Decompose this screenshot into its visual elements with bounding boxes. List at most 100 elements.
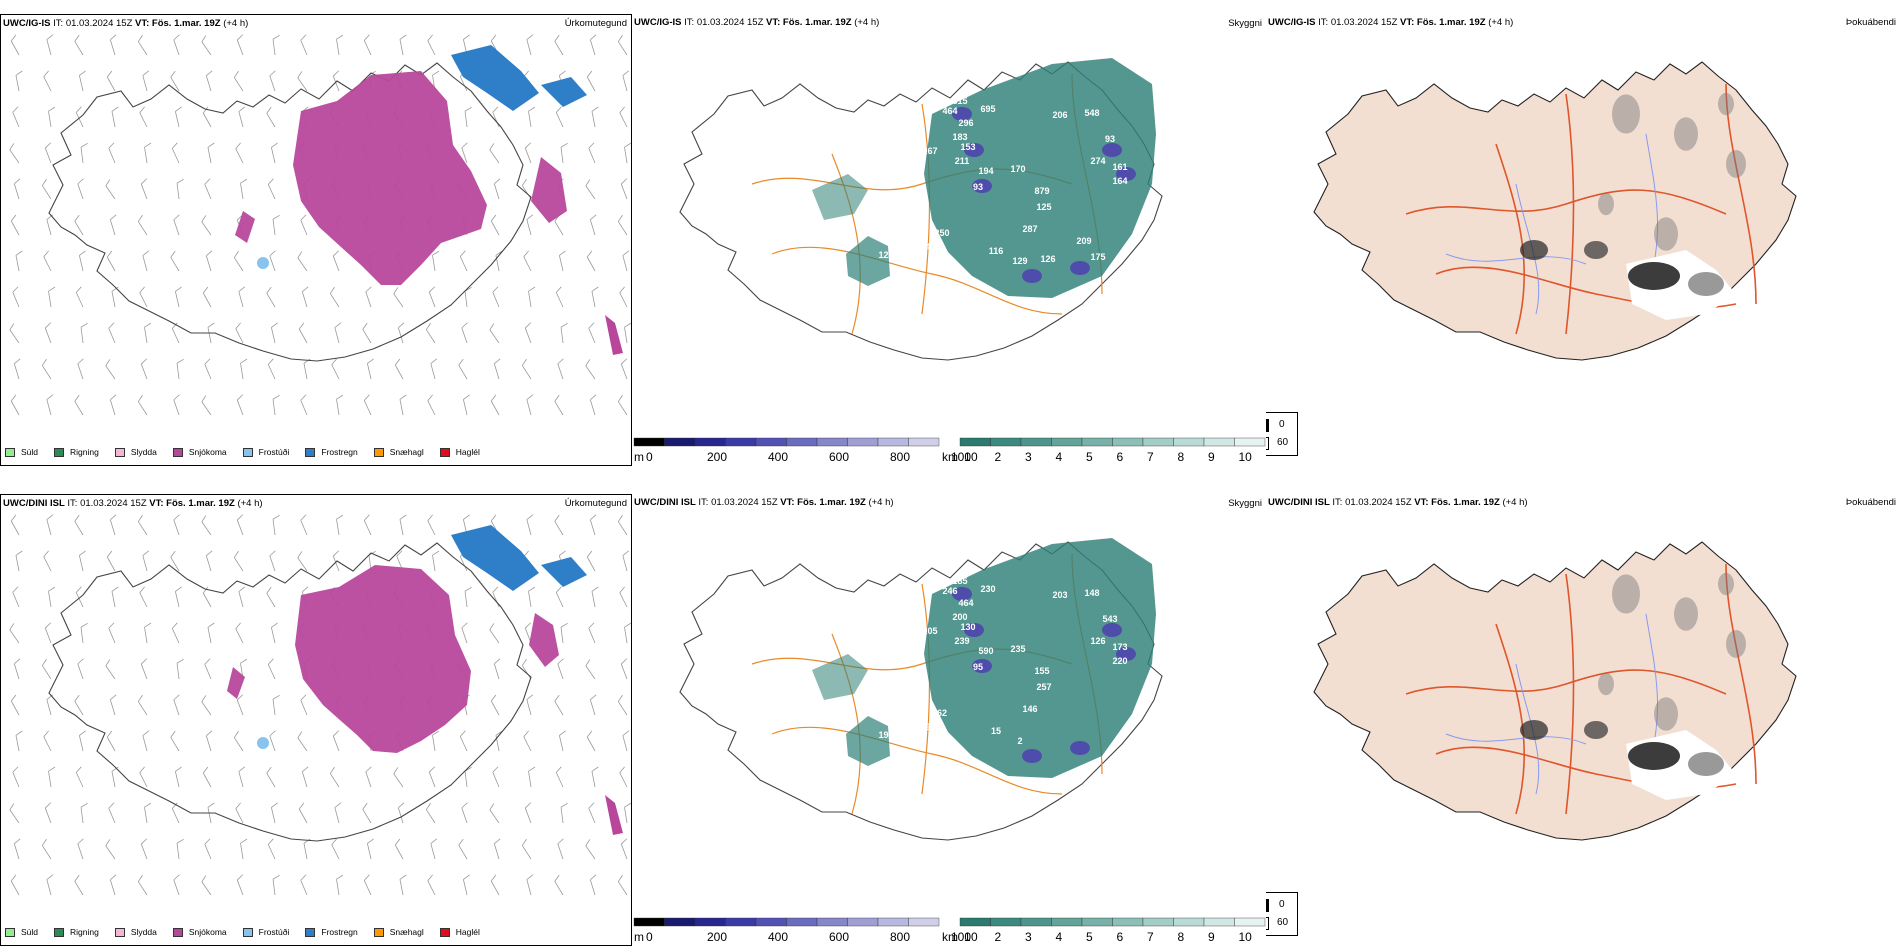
fog-swatch-black [1266,899,1269,912]
wind-barb-flag [10,874,17,882]
wind-barb-flag [585,179,591,187]
wind-barb-flag [590,514,597,521]
wind-barb-staff [555,772,564,788]
colorbar-cell [786,437,818,447]
wind-barb-flag [12,586,19,593]
wind-barb-staff [493,183,500,200]
wind-barb-flag [586,550,593,558]
wind-barb [554,694,564,716]
fog-panel-row1: UWC/IG-IS IT: 01.03.2024 15Z VT: Fös. 1.… [1266,14,1900,466]
wind-barb-staff [620,663,628,680]
legend-swatch [305,447,316,457]
legend-label: Frostregn [321,447,358,457]
wind-barb [240,838,248,860]
wind-barb-staff [142,75,148,92]
wind-barb-flag [170,730,176,738]
wind-barb-flag [206,730,213,737]
wind-barb [367,358,374,380]
wind-barb-staff [233,557,244,572]
wind-barb-flag [267,658,274,665]
wind-barb-staff [170,77,180,92]
wind-barb-flag [75,586,82,593]
wind-barb-flag [492,766,499,773]
wind-barb-staff [586,556,596,572]
legend-item: Frostúði [242,927,289,937]
fog-legend-value: 60 [1277,917,1289,928]
wind-barb [300,394,308,416]
visibility-value-label: 130 [960,622,975,632]
freezing-rain-area [451,45,539,111]
wind-barb-flag [492,286,499,293]
wind-barb [170,70,180,92]
legend-item: Frostregn [305,927,358,937]
wind-barb-staff [9,329,20,344]
wind-barb-staff [397,327,404,344]
wind-barb-staff [303,363,308,380]
wind-barb [617,35,628,56]
colorbar-cell [847,437,879,447]
freezing-rain-area [451,525,539,591]
fog-index-patch [1688,752,1724,776]
wind-barb-staff [617,881,628,896]
wind-barb-staff [236,39,244,56]
wind-barb-staff [137,881,148,896]
wind-barb-flag [619,766,625,773]
wind-barb-flag [111,286,119,292]
wind-barb [589,214,597,236]
wind-barb-flag [396,550,403,557]
wind-barb-flag [490,214,497,222]
wind-barb-staff [363,520,372,536]
visibility-value-label: 185 [952,576,967,586]
road-line [1495,623,1526,815]
panel-title: Skyggni [1228,18,1262,29]
snowfall-area [227,667,245,699]
wind-barb-flag [432,730,440,736]
wind-barb-flag [336,34,344,40]
wind-barb-staff [489,149,500,164]
wind-barb [105,359,116,380]
wind-barb-staff [201,221,212,236]
legend-swatch [373,927,384,937]
wind-barb [297,251,308,272]
wind-barb-staff [144,807,148,824]
wind-barb-flag [617,35,623,42]
road-line [771,246,1063,315]
wind-barb [201,395,212,416]
wind-barb [585,359,596,380]
visibility-panel-row2: UWC/DINI ISL IT: 01.03.2024 15Z VT: Fös.… [632,494,1266,946]
wind-barb [617,215,628,236]
wind-barb-flag [521,659,527,666]
wind-barb-flag [557,838,564,845]
wind-barb [106,730,116,752]
wind-barb-staff [235,808,244,824]
wind-barb [591,106,599,128]
wind-barb [109,694,117,716]
wind-barb-flag [490,394,497,402]
visibility-value-label: 274 [1090,156,1105,166]
wind-barb [205,250,213,272]
road-line [1725,83,1757,305]
wind-barb-flag [44,322,52,329]
colorbar-cell [990,917,1022,927]
wind-barb-flag [297,71,303,79]
colorbar-unit: km [942,450,958,464]
wind-barb-flag [105,359,111,367]
wind-barb-flag [74,34,80,42]
wind-barb-staff [619,112,628,128]
wind-barb [489,323,500,344]
wind-barb-flag [362,802,368,810]
wind-barb-staff [461,627,468,644]
wind-barb-flag [521,179,527,186]
wind-barb [48,106,56,128]
wind-barb-flag [267,838,274,845]
wind-barb [170,250,180,272]
wind-barb-flag [586,70,593,78]
wind-barb-flag [15,730,23,736]
wind-barb-staff [463,399,468,416]
wind-barb-flag [432,550,440,556]
wind-barb-staff [137,41,148,56]
wind-barb [109,214,117,236]
wind-barb-staff [585,845,596,860]
wind-barb-flag [362,322,368,330]
